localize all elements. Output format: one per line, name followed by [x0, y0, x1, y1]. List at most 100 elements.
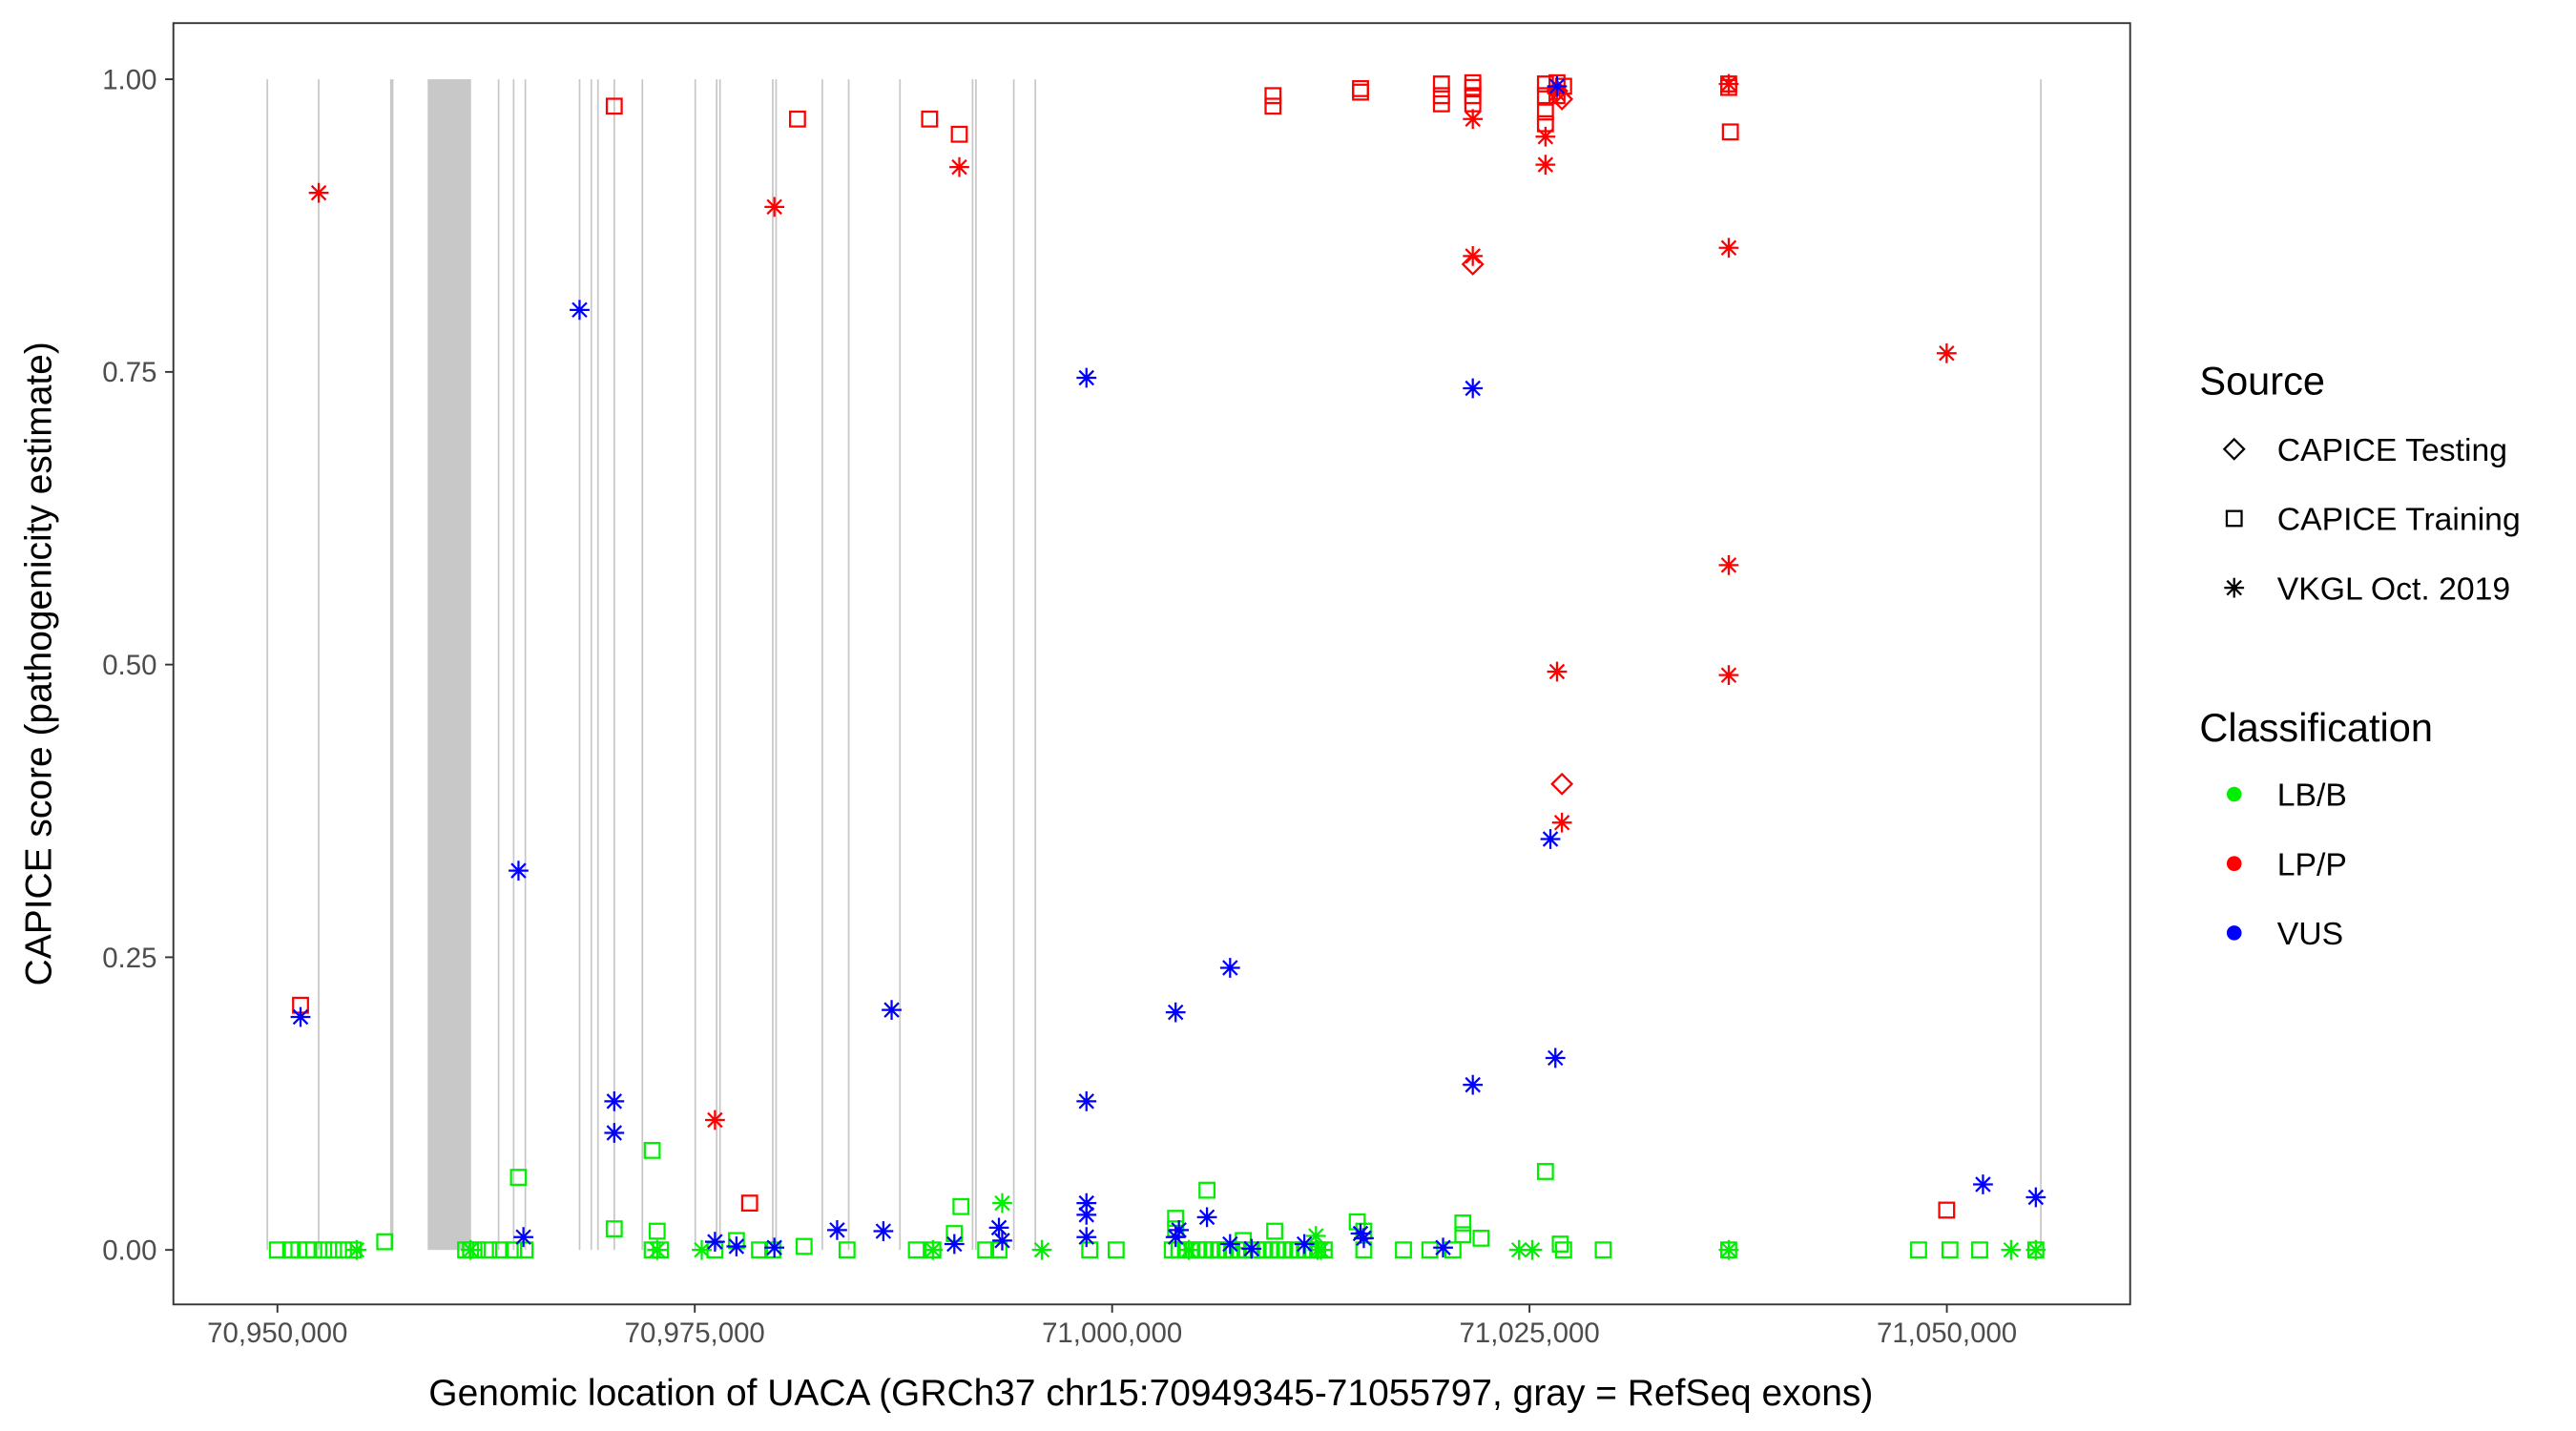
legend-class-label: LP/P — [2277, 846, 2347, 882]
data-point-square — [1554, 1241, 1572, 1259]
legend-color-dot-icon — [2226, 786, 2242, 802]
data-point-asterisk — [827, 1219, 847, 1240]
data-point-square — [950, 125, 968, 143]
data-point-asterisk — [1522, 1239, 1543, 1260]
data-point-asterisk — [1165, 1227, 1186, 1248]
data-point-square — [1198, 1181, 1215, 1199]
data-point-square — [491, 1241, 509, 1259]
y-axis-title: CAPICE score (pathogenicity estimate) — [19, 342, 60, 985]
legend-color-dot-icon — [2226, 925, 2242, 941]
data-point-square — [315, 1241, 333, 1259]
data-point-square — [1421, 1241, 1439, 1259]
data-point-asterisk — [1076, 1090, 1097, 1111]
y-tick-label: 0.00 — [102, 1235, 156, 1267]
data-point-square — [838, 1241, 856, 1259]
data-point-asterisk — [873, 1221, 894, 1241]
data-point-square — [1444, 1241, 1462, 1259]
data-point-square — [268, 1241, 286, 1259]
exon-band — [821, 79, 823, 1251]
legend-source-label: VKGL Oct. 2019 — [2277, 570, 2510, 607]
exon-band — [2040, 79, 2042, 1251]
data-point-square — [643, 1141, 661, 1159]
data-point-asterisk — [570, 300, 590, 321]
data-point-asterisk — [988, 1217, 1009, 1238]
data-point-square — [764, 1241, 781, 1259]
data-point-asterisk — [1463, 1074, 1484, 1095]
data-point-asterisk — [1718, 73, 1739, 94]
data-point-square — [1941, 1241, 1959, 1259]
data-point-square — [1266, 1222, 1283, 1240]
data-point-square — [1971, 1241, 1988, 1259]
data-point-asterisk — [1508, 1239, 1529, 1260]
data-point-asterisk — [290, 1006, 311, 1027]
x-tick-label: 70,975,000 — [625, 1317, 765, 1349]
exon-band — [1034, 79, 1037, 1251]
data-point-square — [1910, 1241, 1927, 1259]
exon-band — [613, 79, 615, 1251]
legend-color-dot-icon — [2226, 856, 2242, 871]
exon-band — [718, 79, 721, 1251]
data-point-asterisk — [1311, 1239, 1331, 1260]
data-point-asterisk — [1076, 1204, 1097, 1225]
legend-class-label: LB/B — [2277, 778, 2347, 814]
y-tick-label: 0.25 — [102, 943, 156, 974]
data-point-asterisk — [1718, 665, 1739, 686]
exon-band — [524, 79, 527, 1251]
exon-band — [641, 79, 644, 1251]
exon-band — [266, 79, 269, 1251]
data-point-asterisk — [992, 1230, 1012, 1251]
exon-band — [578, 79, 581, 1251]
data-point-asterisk — [1547, 661, 1568, 682]
data-point-asterisk — [1551, 812, 1572, 833]
exon-bands — [266, 79, 2042, 1251]
data-point-asterisk — [1718, 238, 1739, 259]
data-point-asterisk — [944, 1234, 965, 1255]
data-point-square — [1938, 1201, 1956, 1219]
data-point-square — [1432, 94, 1450, 113]
data-point-square — [921, 110, 939, 128]
data-points — [268, 73, 2046, 1260]
data-point-asterisk — [604, 1123, 625, 1143]
data-point-square — [1536, 1163, 1554, 1180]
data-point-asterisk — [1545, 1047, 1566, 1068]
data-point-asterisk — [1165, 1002, 1186, 1023]
legend-source-label: CAPICE Testing — [2277, 432, 2507, 468]
exon-band — [318, 79, 320, 1251]
legend-source-label: CAPICE Training — [2277, 502, 2521, 538]
data-point-asterisk — [604, 1090, 625, 1111]
x-tick-label: 71,025,000 — [1460, 1317, 1600, 1349]
data-point-square — [1264, 87, 1282, 105]
exon-band — [389, 79, 394, 1251]
data-point-asterisk — [509, 861, 529, 881]
data-point-square — [1395, 1241, 1412, 1259]
data-point-asterisk — [764, 197, 785, 218]
data-point-square — [1536, 103, 1554, 121]
x-tick-label: 71,050,000 — [1877, 1317, 2017, 1349]
data-point-square — [1551, 1235, 1569, 1253]
data-point-asterisk — [1076, 1227, 1097, 1248]
data-point-asterisk — [1547, 76, 1568, 96]
data-point-asterisk — [923, 1239, 944, 1260]
x-axis: 70,950,000 70,975,000 71,000,000 71,025,000… — [207, 1304, 2017, 1349]
exon-band — [590, 79, 592, 1251]
legend-square-icon — [2225, 509, 2243, 528]
data-point-square — [795, 1237, 813, 1255]
data-point-asterisk — [704, 1110, 725, 1130]
data-point-asterisk — [764, 1237, 785, 1258]
exon-band — [975, 79, 977, 1251]
data-point-asterisk — [692, 1239, 712, 1260]
data-point-asterisk — [1718, 1239, 1739, 1260]
data-point-asterisk — [949, 156, 969, 177]
data-point-square — [1594, 1241, 1612, 1259]
y-tick-label: 1.00 — [102, 64, 156, 95]
data-point-square — [324, 1241, 343, 1259]
exon-band — [694, 79, 696, 1251]
data-point-asterisk — [1973, 1174, 1993, 1194]
data-point-asterisk — [2025, 1187, 2046, 1208]
data-point-square — [740, 1194, 758, 1213]
data-point-asterisk — [726, 1236, 747, 1256]
data-point-asterisk — [2025, 1239, 2046, 1260]
data-point-asterisk — [1076, 1192, 1097, 1213]
data-point-square — [907, 1241, 925, 1259]
